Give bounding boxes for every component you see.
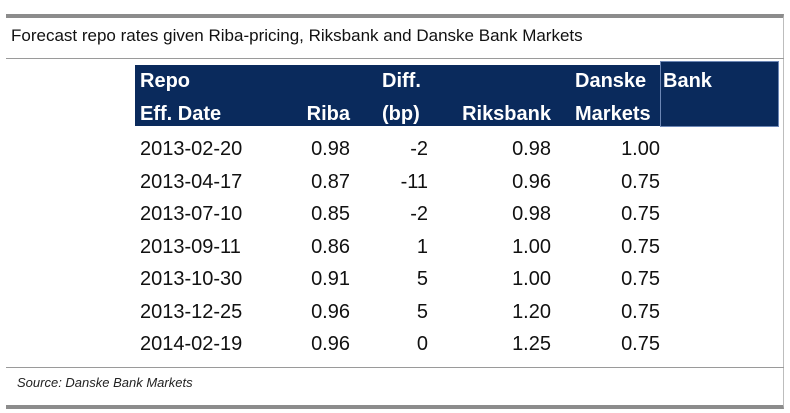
header-date-line2: Eff. Date: [140, 103, 222, 125]
cell-danske: 0.75: [621, 333, 660, 355]
cell-danske: 0.75: [621, 170, 660, 193]
cell-diff: 1: [416, 235, 428, 258]
header-riba: Riba: [306, 103, 350, 125]
header-bank-label: Bank: [663, 70, 712, 92]
cell-diff: 5: [416, 268, 428, 290]
cell-riksbank: 1.00: [512, 268, 551, 290]
cell-date: 2013-07-10: [140, 203, 243, 225]
cell-date: 2013-09-11: [140, 235, 241, 258]
cell-riba: 0.85: [311, 203, 350, 225]
cell-date: 2013-12-25: [140, 300, 243, 323]
cell-diff: -2: [410, 203, 428, 225]
header-danske-line2: Markets: [575, 103, 651, 125]
cell-diff: -11: [400, 170, 428, 193]
header-diff-line2: (bp): [382, 103, 420, 125]
cell-date: 2013-04-17: [140, 170, 243, 193]
table-title: Forecast repo rates given Riba-pricing, …: [11, 26, 583, 45]
cell-riba: 0.96: [311, 300, 350, 323]
header-riksbank: Riksbank: [462, 103, 551, 125]
cell-diff: 0: [416, 333, 428, 355]
cell-danske: 1.00: [621, 138, 660, 160]
source-note: Source: Danske Bank Markets: [17, 375, 193, 390]
cell-riba: 0.98: [311, 138, 350, 160]
source-divider: [6, 367, 784, 368]
table-frame: [6, 14, 784, 409]
cell-riksbank: 1.25: [512, 333, 551, 355]
cell-riksbank: 1.20: [512, 300, 551, 323]
cell-riba: 0.96: [311, 333, 350, 355]
header-date-line1: Repo: [140, 70, 190, 92]
cell-riksbank: 0.98: [512, 203, 551, 225]
cell-riba: 0.87: [311, 170, 350, 193]
cell-danske: 0.75: [621, 235, 660, 258]
cell-date: 2013-10-30: [140, 268, 243, 290]
cell-diff: 5: [416, 300, 428, 323]
cell-riba: 0.91: [311, 268, 350, 290]
title-divider: [6, 58, 784, 59]
cell-date: 2013-02-20: [140, 138, 243, 160]
cell-diff: -2: [410, 138, 428, 160]
cell-riba: 0.86: [311, 235, 350, 258]
cell-riksbank: 1.00: [512, 235, 551, 258]
header-danske-line1: Danske: [575, 70, 647, 92]
cell-date: 2014-02-19: [140, 333, 243, 355]
header-bank-cell: Bank: [660, 61, 779, 127]
cell-danske: 0.75: [621, 268, 660, 290]
header-diff-line1: Diff.: [382, 70, 421, 92]
cell-riksbank: 0.98: [512, 138, 551, 160]
cell-danske: 0.75: [621, 203, 660, 225]
cell-danske: 0.75: [621, 300, 660, 323]
table-header: [135, 65, 662, 126]
cell-riksbank: 0.96: [512, 170, 551, 193]
